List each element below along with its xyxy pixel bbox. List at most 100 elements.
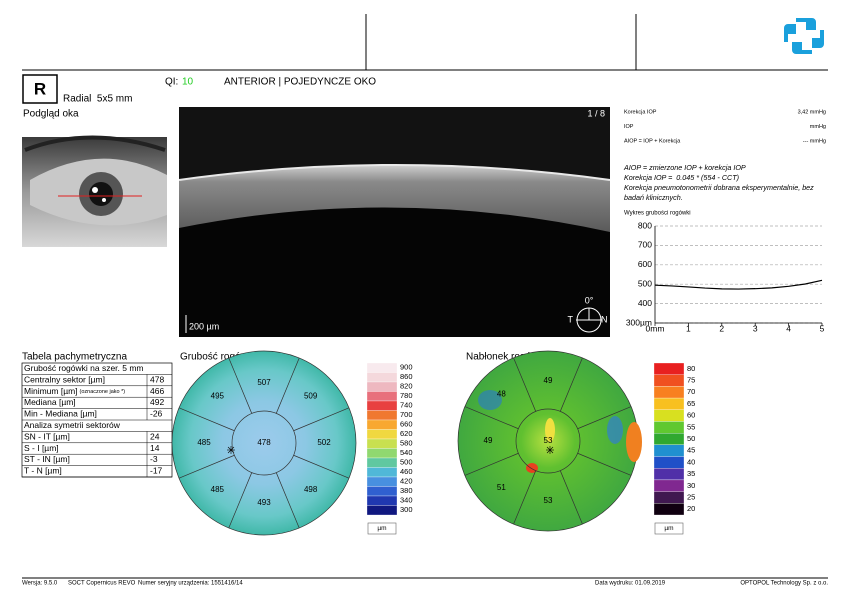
center-marker xyxy=(546,446,554,454)
scale-label: 30 xyxy=(687,481,695,490)
map-sector-value: 48 xyxy=(497,389,506,398)
map-sector-value: 498 xyxy=(304,485,318,494)
scale-label: 70 xyxy=(687,387,695,396)
map-disc xyxy=(171,350,357,536)
map-sector-line xyxy=(228,472,253,529)
scale-label: 55 xyxy=(687,422,695,431)
scale-cell xyxy=(366,448,398,459)
scale-label: 40 xyxy=(687,457,695,466)
iop-value: --- mmHg xyxy=(803,138,826,144)
map-sector-line xyxy=(513,470,537,525)
map-sector-value: 485 xyxy=(197,438,211,447)
table-value: 466 xyxy=(150,386,164,396)
map-center-value: 53 xyxy=(544,436,553,445)
map-patch xyxy=(478,390,502,410)
table-label: Mediana [µm] xyxy=(24,397,76,407)
scan-mode: ANTERIOR | POJEDYNCZE OKO xyxy=(224,77,376,88)
table-label: Minimum [µm] xyxy=(24,386,78,396)
compass-angle: 0° xyxy=(585,295,594,305)
map-sector-value: 49 xyxy=(544,376,553,385)
scale-cell xyxy=(653,386,685,399)
map-sector-line xyxy=(178,407,235,432)
scale-unit-box xyxy=(367,522,397,535)
footer-device: SOCT Copernicus REVO xyxy=(68,581,136,587)
scale-label: 660 xyxy=(400,420,413,429)
scale-label: 20 xyxy=(687,504,695,513)
iop-label: AIOP = IOP + Korekcja xyxy=(624,138,681,144)
map-patch xyxy=(526,463,538,473)
scale-cell xyxy=(653,374,685,387)
iop-note: AIOP = zmierzone IOP + korekcja IOP xyxy=(623,163,746,172)
compass-right: N xyxy=(601,314,608,324)
y-tick-label: 800 xyxy=(638,220,652,230)
y-tick-label: 500 xyxy=(638,278,652,288)
scale-cell xyxy=(653,409,685,422)
table-value: -17 xyxy=(150,466,163,476)
scale-cell xyxy=(366,429,398,440)
map-sector-line xyxy=(464,452,519,476)
map-patch xyxy=(545,418,555,442)
y-tick-label: 400 xyxy=(638,298,652,308)
x-tick-label: 4 xyxy=(786,323,791,333)
iop-label: IOP xyxy=(624,124,634,130)
y-tick-label: 300µm xyxy=(626,317,652,327)
map: 478 507 509 502 498 493 485 485 495 xyxy=(171,350,357,536)
compass-left: T xyxy=(568,314,574,324)
map-center-value: 478 xyxy=(257,438,271,447)
header-frame xyxy=(22,14,828,579)
scale-cell xyxy=(653,444,685,457)
table-title: Tabela pachymetryczna xyxy=(22,352,127,363)
profile-line xyxy=(654,279,823,290)
map-sector-line xyxy=(275,357,300,414)
scale-cell xyxy=(366,381,398,392)
iop-value: 3,42 mmHg xyxy=(798,109,826,115)
footer-version: Wersja: 9.5.0 xyxy=(22,581,58,587)
x-tick-label: 0mm xyxy=(646,323,665,333)
table-value: 14 xyxy=(150,443,160,453)
footer-company: OPTOPOL Technology Sp. z o.o. xyxy=(740,581,828,587)
map-sector-value: 507 xyxy=(257,378,271,387)
compass xyxy=(576,307,602,333)
map-sector-line xyxy=(559,357,583,412)
map-sector-line xyxy=(293,407,350,432)
map-title: Grubość rogówki xyxy=(180,352,255,363)
eye-box xyxy=(22,74,58,104)
scale-cell xyxy=(653,362,685,375)
scale-cell xyxy=(653,491,685,504)
map-inner xyxy=(515,408,581,474)
map-sector-line xyxy=(577,406,632,430)
iop-value: mmHg xyxy=(810,124,826,130)
scale-cell xyxy=(653,468,685,481)
map-sector-line xyxy=(559,470,583,525)
scale-label: 540 xyxy=(400,448,413,457)
preview-label: Podgląd oka xyxy=(23,109,79,120)
scale-cell xyxy=(366,457,398,468)
scale-unit: µm xyxy=(664,525,673,532)
x-tick-label: 3 xyxy=(753,323,758,333)
scale-cell xyxy=(653,433,685,445)
scale-cell xyxy=(366,486,398,497)
scale-label: 620 xyxy=(400,429,413,438)
logo xyxy=(784,18,824,54)
scale-label: 500 xyxy=(400,458,413,467)
scale-cell xyxy=(653,503,685,516)
scale-label: 700 xyxy=(400,410,413,419)
scale-cell xyxy=(366,400,398,411)
x-tick-label: 1 xyxy=(686,323,691,333)
scale-label: 50 xyxy=(687,434,695,443)
footer-date: Data wydruku: 01.09.2019 xyxy=(595,581,666,587)
table-value: -3 xyxy=(150,454,158,464)
map-patch xyxy=(607,416,623,444)
table-label: Min - Mediana [µm] xyxy=(24,409,97,419)
scale-label: 75 xyxy=(687,376,695,385)
scale-cell xyxy=(653,479,685,492)
table-section: Grubość rogówki na szer. 5 mm xyxy=(24,363,144,373)
scale-unit: µm xyxy=(377,525,386,532)
map-sector-line xyxy=(464,406,519,430)
scale-cell xyxy=(366,505,398,516)
table-value: 24 xyxy=(150,431,160,441)
scale-label: 300 xyxy=(400,505,413,514)
scale-label: 740 xyxy=(400,401,413,410)
map-sector-value: 485 xyxy=(211,485,225,494)
oct-scale: 200 µm xyxy=(189,321,219,331)
